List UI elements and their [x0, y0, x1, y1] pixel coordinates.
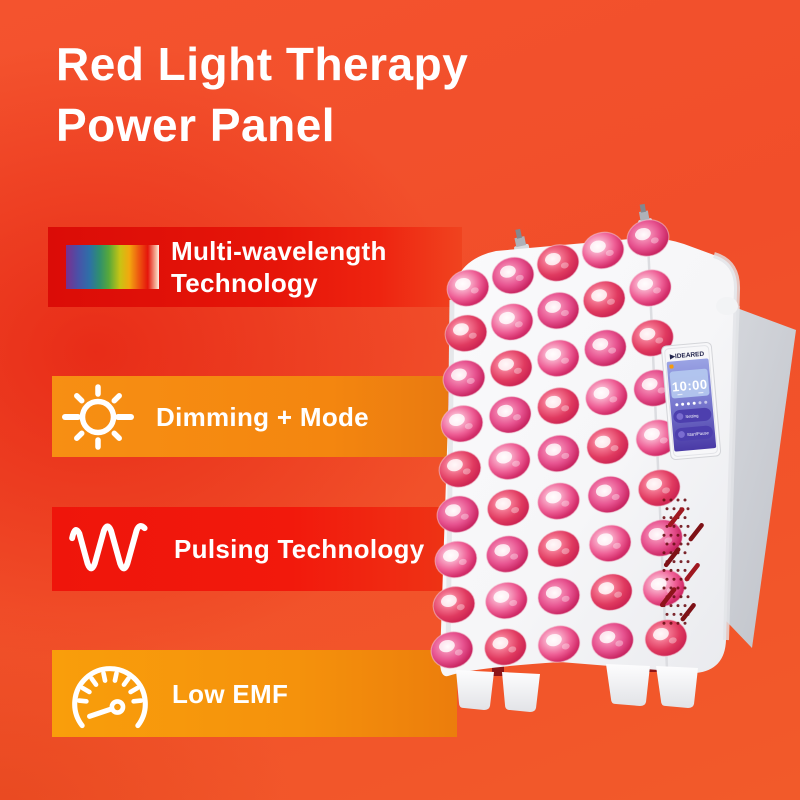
led	[581, 231, 625, 270]
led	[485, 581, 528, 620]
led	[446, 269, 490, 307]
led	[589, 573, 633, 611]
led	[591, 622, 634, 660]
led	[488, 396, 532, 434]
screen-button-label: Setting	[685, 413, 699, 419]
led	[537, 577, 581, 616]
led	[487, 442, 531, 481]
led	[537, 482, 581, 520]
led	[588, 524, 632, 563]
vent-slashes	[659, 507, 704, 622]
led	[490, 303, 534, 341]
led	[635, 419, 679, 457]
led	[432, 585, 476, 624]
screen-button-setting[interactable]	[673, 407, 712, 424]
led-panel	[430, 219, 688, 669]
screen-indicator-dots	[675, 400, 708, 407]
timer-value: 10:00	[671, 377, 708, 395]
led	[536, 291, 580, 330]
screen-button-startpause[interactable]	[674, 425, 713, 441]
led	[536, 339, 580, 378]
feature-label: Low EMF	[172, 678, 288, 710]
led	[628, 269, 672, 307]
feature-pulsing: Pulsing Technology	[52, 507, 452, 591]
led	[536, 387, 580, 425]
product-photo: ▶IDEARED 10:00 Setting Start/Pause	[430, 203, 796, 712]
led	[587, 475, 631, 514]
led	[430, 631, 474, 669]
feature-label-line: Low EMF	[172, 678, 289, 709]
led	[585, 378, 628, 416]
led	[537, 625, 581, 663]
led	[637, 469, 681, 507]
led	[484, 628, 527, 666]
side-knob	[716, 297, 738, 315]
led	[442, 359, 486, 398]
device-feet	[456, 664, 698, 712]
led	[583, 329, 627, 367]
gauge-ticks	[76, 670, 144, 704]
feature-dimming-mode: Dimming + Mode	[52, 376, 448, 457]
led	[491, 256, 535, 295]
led	[640, 519, 683, 557]
spectrum-icon	[66, 245, 159, 289]
title-line-1: Red Light Therapy	[56, 38, 469, 90]
device-display: ▶IDEARED 10:00 Setting Start/Pause	[661, 341, 722, 461]
led	[440, 404, 484, 443]
feature-label-line: Multi-wavelength	[171, 236, 387, 266]
screen-status-icon	[669, 364, 674, 369]
led	[586, 426, 630, 465]
page-title: Red Light Therapy Power Panel	[56, 34, 468, 156]
feature-label-line: Technology	[171, 268, 318, 298]
feature-label: Multi-wavelength Technology	[171, 235, 387, 299]
feature-label: Pulsing Technology	[174, 533, 424, 565]
led	[537, 529, 581, 568]
led	[644, 619, 688, 657]
led	[537, 434, 580, 473]
feature-label-line: Dimming + Mode	[156, 401, 369, 432]
pulse-wave-icon	[69, 523, 148, 572]
feature-multi-wavelength: Multi-wavelength Technology	[48, 227, 462, 307]
led	[486, 488, 530, 527]
led	[434, 540, 478, 579]
timer-card	[669, 368, 710, 399]
screen-button-label: Start/Pause	[687, 430, 710, 437]
gauge-icon	[72, 665, 148, 728]
led	[438, 450, 482, 488]
sun-dimming-icon	[62, 383, 134, 450]
led	[436, 495, 480, 534]
led	[485, 535, 529, 573]
led	[536, 244, 580, 282]
brand-label: ▶IDEARED	[669, 351, 705, 361]
feature-label: Dimming + Mode	[156, 401, 369, 433]
led	[444, 314, 488, 353]
feature-low-emf: Low EMF	[52, 650, 457, 737]
led	[489, 349, 533, 388]
title-line-2: Power Panel	[56, 99, 336, 151]
feature-label-line: Pulsing Technology	[174, 534, 425, 564]
led	[626, 219, 670, 257]
led	[582, 280, 626, 319]
body-edge-shadow	[713, 252, 741, 641]
